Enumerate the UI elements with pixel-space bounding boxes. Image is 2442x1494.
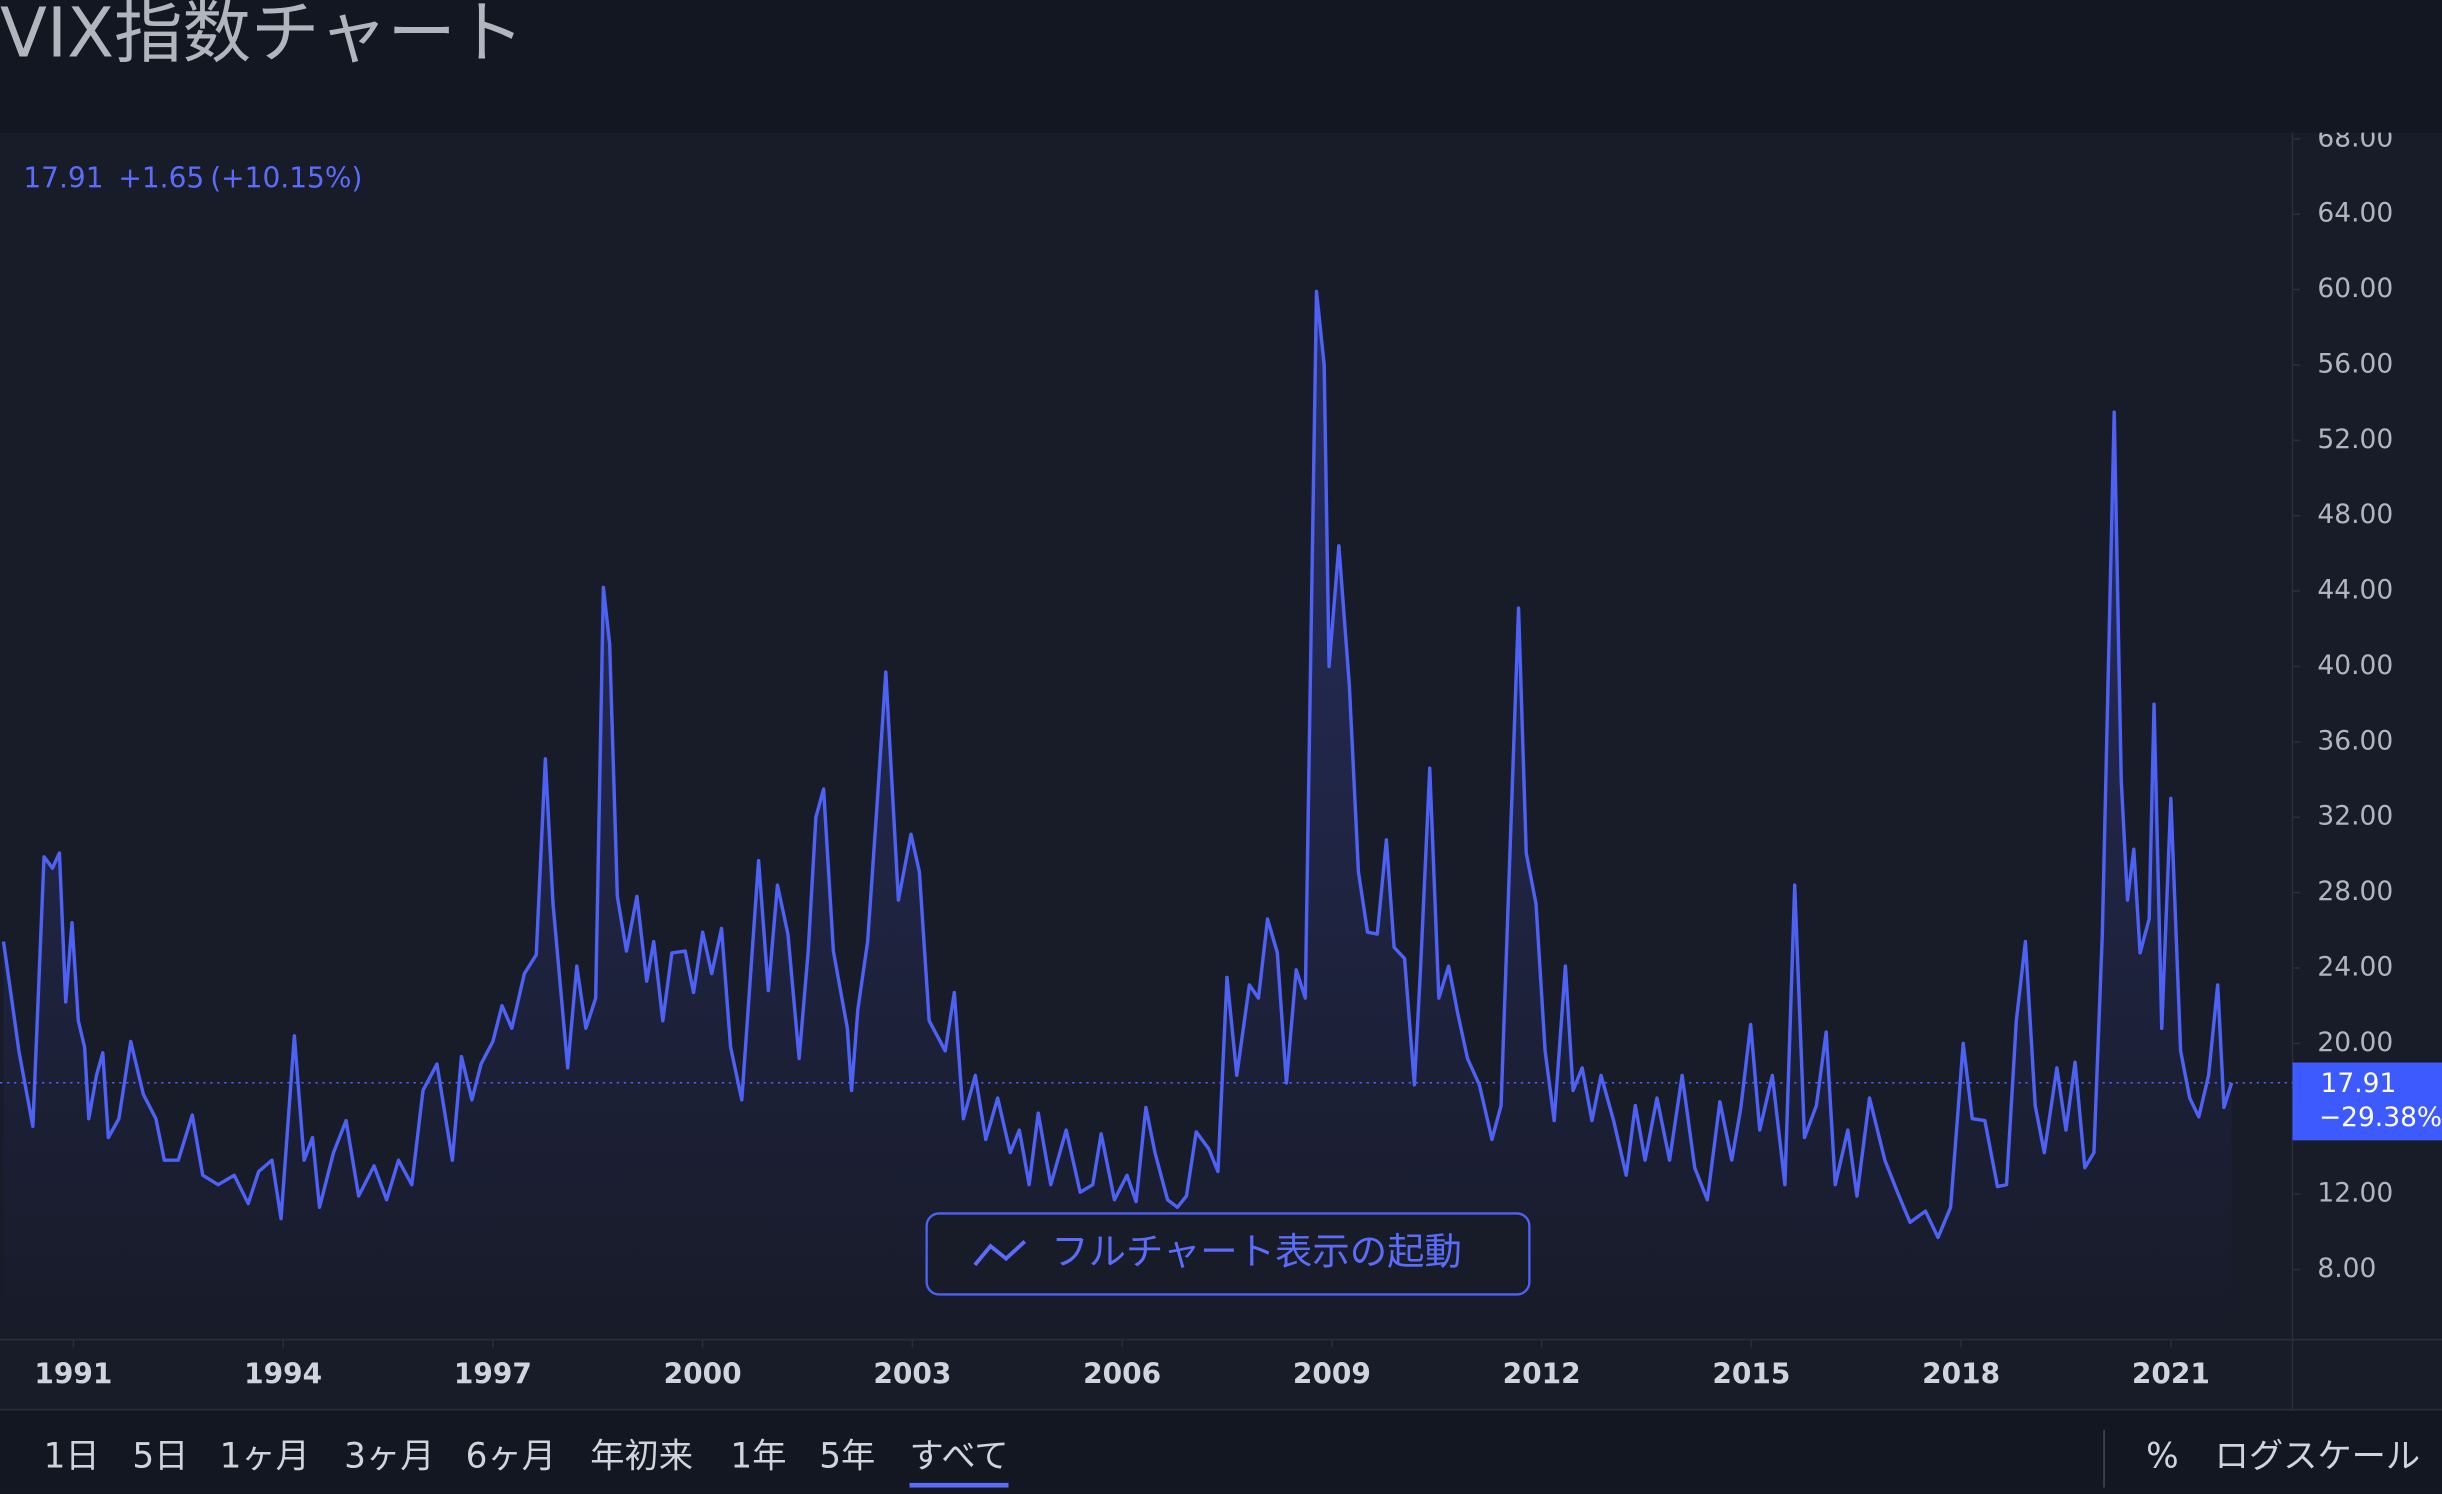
y-tick-label: 36.00 [2317,725,2393,756]
y-tick-label: 28.00 [2317,876,2393,907]
quote-last: 17.91 [23,161,103,194]
button-frame[interactable] [925,1212,1531,1296]
y-tick-label: 24.00 [2317,951,2393,982]
full-chart-button[interactable]: フルチャート表示の起動 [925,1212,1531,1296]
range-button[interactable]: 6ヶ月 [466,1436,556,1476]
range-button[interactable]: 年初来 [590,1436,693,1476]
x-tick-label: 1994 [244,1357,322,1390]
last-price-box [2292,1062,2442,1141]
x-tick-label: 2009 [1293,1357,1371,1390]
y-tick-label: 56.00 [2317,348,2393,379]
x-axis: 1991 1994 1997 2000 2003 2006 2009 2012 2015 2018… [34,1339,2210,1390]
quote-change-percent: (+10.15%) [210,161,362,194]
y-tick-label: 52.00 [2317,424,2393,455]
x-tick-label: 2015 [1712,1357,1790,1390]
y-tick-label: 64.00 [2317,198,2393,229]
y-tick-label: 20.00 [2317,1027,2393,1058]
page-title: VIX指数チャート [0,0,524,74]
scale-option[interactable]: ログスケール [2215,1436,2421,1476]
plot [0,289,2293,1340]
y-tick-label: 68.00 [2317,122,2393,153]
button-icon [973,1240,1027,1267]
line [1,289,2234,1240]
x-tick-label: 1991 [34,1357,112,1390]
x-tick-label: 2003 [873,1357,951,1390]
range-button[interactable]: 3ヶ月 [344,1436,434,1476]
y-tick-label: 40.00 [2317,650,2393,681]
period-change-label: −29.38% [2319,1102,2442,1133]
range-button[interactable]: 1ヶ月 [220,1436,310,1476]
x-tick-label: 2018 [1922,1357,2000,1390]
x-tick-label: 2021 [2132,1357,2210,1390]
y-tick-label: 32.00 [2317,801,2393,832]
range-button[interactable]: すべて [910,1436,1009,1476]
toolbar: 1日 5日 1ヶ月 3ヶ月 6ヶ月 年初来 1年 5年 すべて% ログスケール [44,1436,2421,1488]
y-tick-label: 44.00 [2317,575,2393,606]
y-tick-label: 60.00 [2317,273,2393,304]
button-label[interactable]: フルチャート表示の起動 [1051,1229,1462,1273]
y-tick-label: 12.00 [2317,1178,2393,1209]
quote-change: +1.65 [118,161,204,194]
y-tick-label: 8.00 [2317,1253,2376,1284]
last-price-label: 17.91 [2321,1068,2397,1099]
y-axis: 8.00 12.00 20.00 24.00 28.00 32.00 36.00 40.00 4… [2292,122,2393,1284]
range-button[interactable]: 1年 [730,1436,786,1476]
scale-option[interactable]: % [2146,1436,2179,1476]
range-button[interactable]: 5年 [819,1436,875,1476]
x-tick-label: 2012 [1503,1357,1581,1390]
x-tick-label: 2006 [1083,1357,1161,1390]
y-tick-label: 48.00 [2317,499,2393,530]
range-button[interactable]: 5日 [132,1436,188,1476]
x-tick-label: 2000 [664,1357,742,1390]
range-selected-underline [909,1482,1009,1488]
area [3,291,2232,1340]
range-button[interactable]: 1日 [44,1436,100,1476]
x-tick-label: 1997 [454,1357,532,1390]
